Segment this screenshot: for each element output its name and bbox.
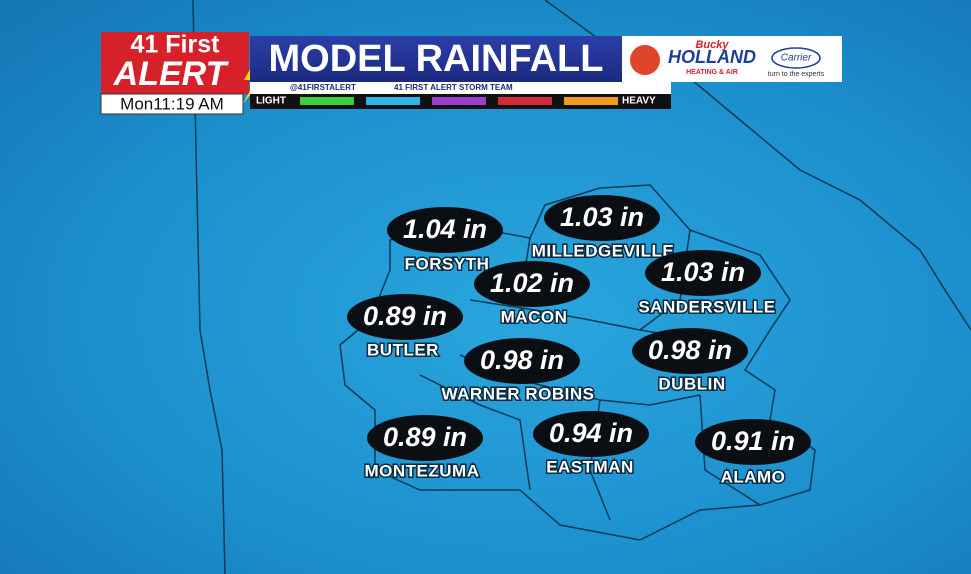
city-name: SANDERSVILLE bbox=[638, 297, 775, 316]
title-banner bbox=[250, 36, 622, 82]
legend-low: LIGHT bbox=[256, 96, 286, 107]
legend-swatch bbox=[564, 97, 618, 105]
city-name: DUBLIN bbox=[658, 374, 725, 393]
legend-swatch bbox=[432, 97, 486, 105]
city-name: MONTEZUMA bbox=[365, 461, 480, 480]
region-outline bbox=[339, 184, 816, 541]
city-name: EASTMAN bbox=[546, 457, 634, 476]
brand-top: 41 First bbox=[131, 31, 221, 59]
rainfall-value: 0.94 in bbox=[549, 418, 633, 448]
rainfall-bubble bbox=[387, 207, 503, 253]
brand-box bbox=[101, 32, 249, 94]
rainfall-value: 1.03 in bbox=[560, 202, 644, 232]
sponsor-name: HOLLAND bbox=[668, 47, 756, 67]
rainfall-bubble bbox=[474, 261, 590, 307]
partner: Carrier bbox=[781, 53, 812, 64]
partner-logo bbox=[771, 47, 821, 69]
rainfall-bubble bbox=[347, 294, 463, 340]
legend-swatch bbox=[366, 97, 420, 105]
rainfall-value: 0.98 in bbox=[648, 335, 732, 365]
timestamp: Mon11:19 AM bbox=[120, 94, 224, 113]
rainfall-value: 0.91 in bbox=[711, 426, 795, 456]
city-name: ALAMO bbox=[721, 467, 786, 486]
rainfall-bubble bbox=[695, 419, 811, 465]
rainfall-value: 0.98 in bbox=[480, 345, 564, 375]
sponsor-tagline: HEATING & AIR bbox=[686, 69, 738, 76]
rainfall-value: 1.04 in bbox=[403, 214, 487, 244]
county-lines bbox=[419, 229, 761, 521]
facebook: 41 FIRST ALERT STORM TEAM bbox=[394, 83, 513, 92]
rainfall-bubble bbox=[544, 195, 660, 241]
city-name: MILLEDGEVILLE bbox=[532, 241, 675, 260]
rainfall-value: 1.03 in bbox=[661, 257, 745, 287]
time-box bbox=[100, 93, 244, 115]
twitter: @41FIRSTALERT bbox=[290, 83, 356, 92]
rainfall-value: 1.02 in bbox=[490, 268, 574, 298]
city-name: MACON bbox=[501, 307, 568, 326]
partner-tagline: turn to the experts bbox=[768, 71, 825, 78]
rainfall-value: 0.89 in bbox=[363, 301, 447, 331]
social-strip bbox=[250, 82, 671, 94]
legend-high: HEAVY bbox=[622, 96, 656, 107]
brand-bottom: ALERT bbox=[113, 55, 230, 93]
title: MODEL RAINFALL bbox=[269, 38, 604, 80]
rainfall-bubble bbox=[632, 328, 748, 374]
rainfall-value: 0.89 in bbox=[383, 422, 467, 452]
state-line bbox=[192, 0, 226, 574]
legend-swatch bbox=[498, 97, 552, 105]
city-name: BUTLER bbox=[367, 340, 439, 359]
legend-swatch bbox=[300, 97, 354, 105]
rainfall-bubble bbox=[533, 411, 649, 457]
legend-colors bbox=[300, 97, 618, 105]
sponsor-logo bbox=[630, 45, 660, 75]
sponsor-script: Bucky bbox=[695, 39, 729, 51]
city-name: WARNER ROBINS bbox=[442, 384, 595, 403]
rainfall-bubble bbox=[367, 415, 483, 461]
rainfall-bubble bbox=[464, 338, 580, 384]
city-name: FORSYTH bbox=[405, 254, 490, 273]
rainfall-bubble bbox=[645, 250, 761, 296]
